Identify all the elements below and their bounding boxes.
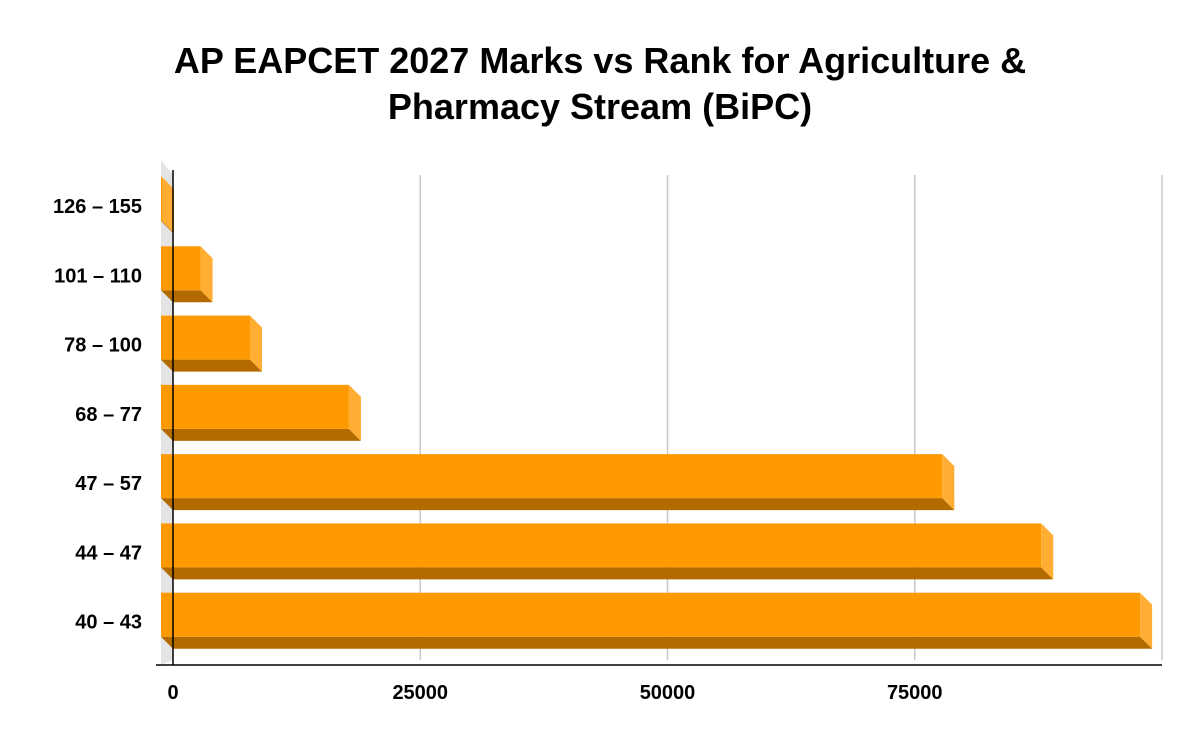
bar-bottom-face-3	[161, 428, 361, 441]
x-tick-label-2: 50000	[640, 682, 696, 704]
bar-front-face-0	[161, 177, 162, 221]
bar-front-face-6	[161, 592, 1141, 637]
bar-side-face-4	[942, 454, 955, 511]
bar-front-face-1	[161, 246, 201, 291]
bar-front-face-4	[161, 454, 943, 499]
bar-bottom-face-2	[161, 359, 263, 372]
bar-4	[161, 454, 955, 511]
x-tick-label-3: 75000	[887, 682, 943, 704]
bar-0	[161, 177, 174, 233]
bar-side-face-5	[1041, 523, 1054, 580]
category-label-4: 47 – 57	[75, 473, 142, 495]
bar-front-face-2	[161, 315, 251, 360]
category-label-3: 68 – 77	[75, 404, 142, 426]
category-label-6: 40 – 43	[75, 612, 142, 634]
category-label-5: 44 – 47	[75, 542, 142, 564]
chart-title-line-2: Pharmacy Stream (BiPC)	[387, 86, 813, 127]
bar-bottom-face-0	[161, 221, 174, 233]
bar-side-face-0	[162, 177, 174, 233]
bar-bottom-face-5	[161, 567, 1054, 580]
chart-title-line-1: AP EAPCET 2027 Marks vs Rank for Agricul…	[173, 40, 1027, 81]
x-tick-label-0: 0	[167, 682, 178, 704]
x-tick-label-1: 25000	[392, 682, 448, 704]
bar-front-face-3	[161, 384, 349, 429]
category-label-1: 101 – 110	[54, 265, 142, 287]
bar-5	[161, 523, 1054, 580]
category-label-2: 78 – 100	[64, 335, 142, 357]
bar-side-face-1	[200, 246, 213, 303]
bar-bottom-face-1	[161, 290, 213, 303]
bar-bottom-face-4	[161, 498, 955, 511]
bar-side-face-3	[348, 384, 361, 441]
bar-front-face-5	[161, 523, 1042, 568]
chart-title: AP EAPCET 2027 Marks vs Rank for Agricul…	[0, 38, 1200, 130]
category-label-0: 126 – 155	[53, 196, 142, 218]
bar-side-face-2	[250, 315, 263, 372]
bar-6	[161, 592, 1153, 649]
bar-side-face-6	[1140, 592, 1153, 649]
bar-bottom-face-6	[161, 636, 1153, 649]
bar-1	[161, 246, 213, 303]
bar-2	[161, 315, 263, 372]
bar-3	[161, 384, 361, 441]
